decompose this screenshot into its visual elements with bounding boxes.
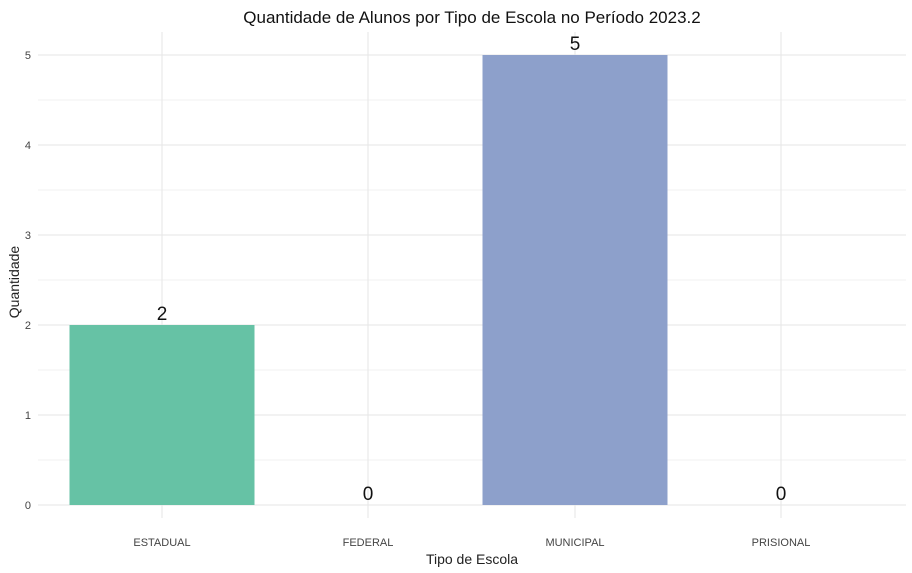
data-label: 0 — [776, 484, 787, 505]
y-axis-ticks: 0 1 2 3 4 5 — [25, 50, 31, 512]
x-axis-ticks: ESTADUAL FEDERAL MUNICIPAL PRISIONAL — [133, 537, 810, 549]
bars — [69, 55, 668, 505]
data-label: 0 — [363, 484, 374, 505]
y-tick-label: 3 — [25, 230, 31, 242]
x-tick-label: MUNICIPAL — [545, 537, 604, 549]
x-tick-label: FEDERAL — [343, 537, 394, 549]
y-tick-label: 2 — [25, 320, 31, 332]
x-tick-label: PRISIONAL — [752, 537, 811, 549]
x-tick-label: ESTADUAL — [133, 537, 190, 549]
y-tick-label: 1 — [25, 410, 31, 422]
bar-estadual — [69, 325, 255, 505]
data-label: 5 — [570, 34, 581, 55]
y-tick-label: 5 — [25, 50, 31, 62]
chart-title: Quantidade de Alunos por Tipo de Escola … — [243, 8, 700, 27]
y-axis-title: Quantidade — [6, 246, 22, 319]
y-tick-label: 0 — [25, 500, 31, 512]
bar-municipal — [482, 55, 668, 505]
data-label: 2 — [157, 304, 168, 325]
x-axis-title: Tipo de Escola — [426, 551, 518, 567]
y-tick-label: 4 — [25, 140, 31, 152]
